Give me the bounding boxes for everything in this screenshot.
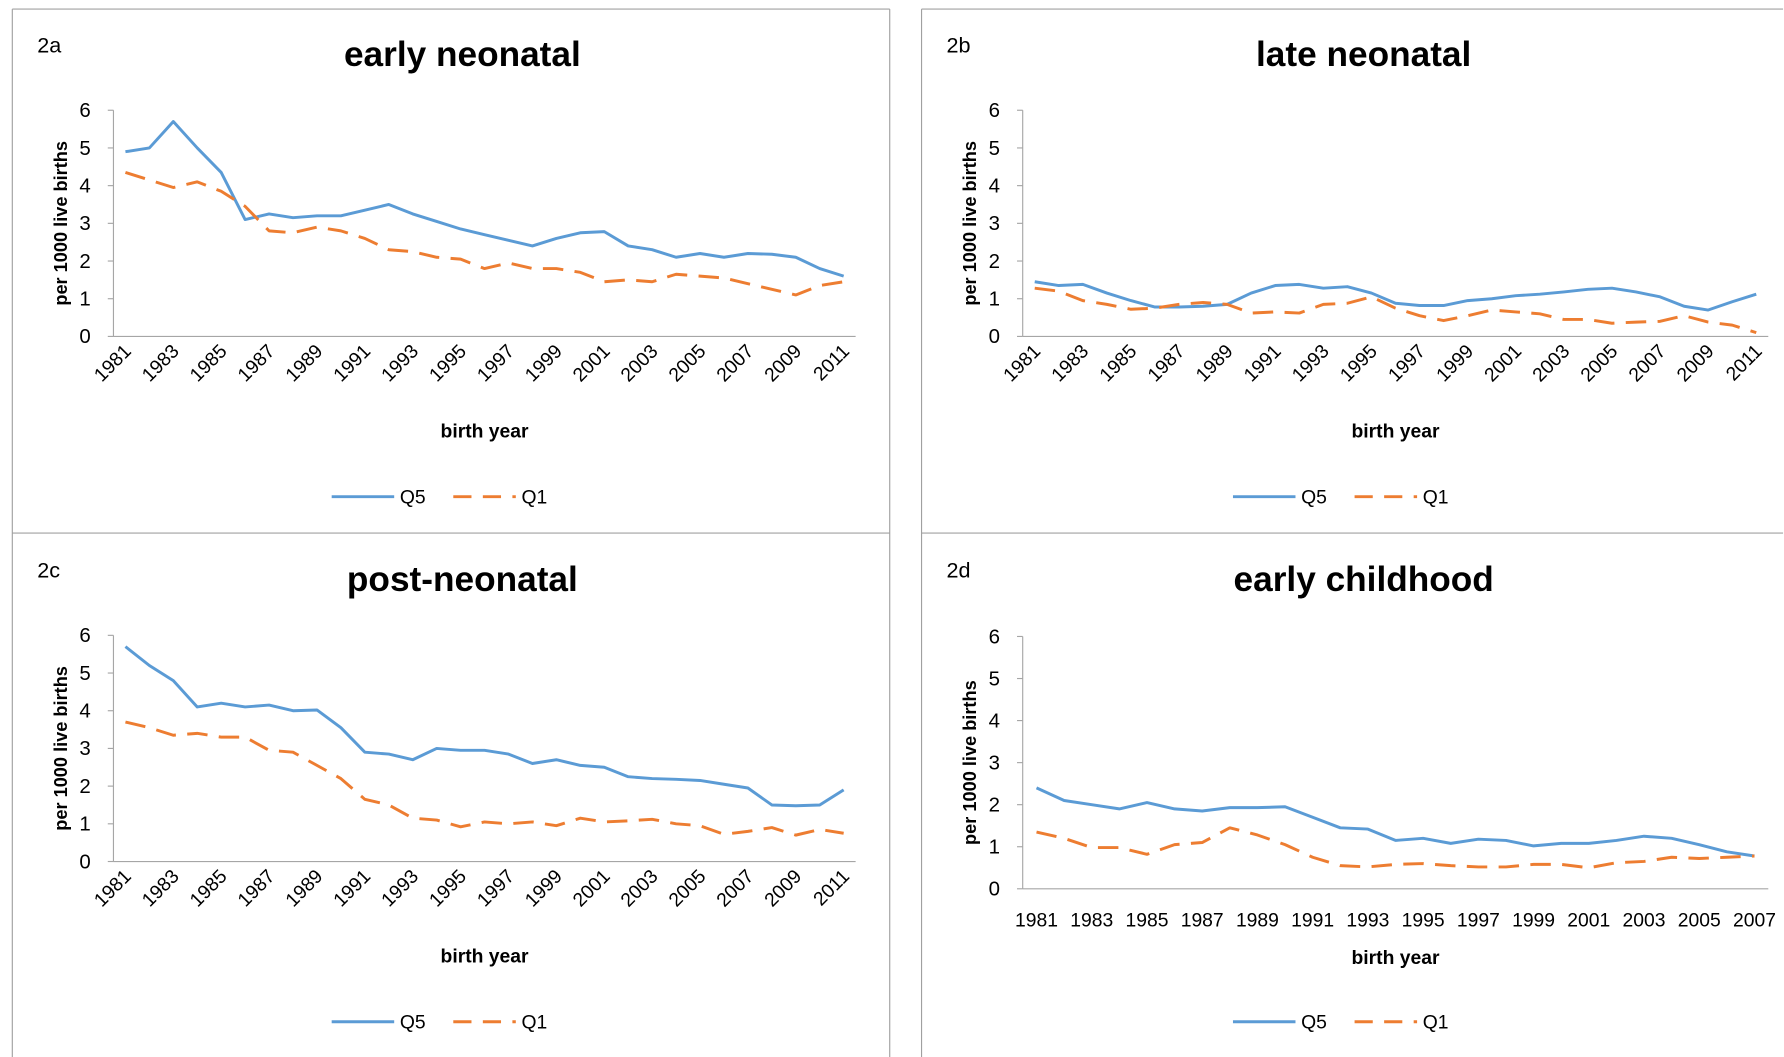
y-tick-label: 6 — [989, 625, 1000, 648]
y-axis-label: per 1000 live births — [960, 680, 980, 845]
y-tick-label: 0 — [989, 325, 1000, 348]
y-tick-label: 5 — [79, 662, 90, 685]
y-tick-label: 6 — [79, 99, 90, 122]
x-axis-label: birth year — [1351, 422, 1439, 443]
y-tick-label: 1 — [79, 813, 90, 836]
y-tick-label: 4 — [989, 709, 1000, 732]
panel-label: 2a — [37, 32, 61, 57]
legend-label: Q1 — [1423, 1013, 1449, 1034]
y-tick-label: 6 — [79, 624, 90, 647]
x-tick-label: 2005 — [1678, 910, 1721, 931]
series-line — [1035, 786, 1755, 858]
y-axis-label: per 1000 live births — [960, 141, 980, 306]
y-tick-label: 2 — [989, 250, 1000, 273]
panel-label: 2d — [947, 557, 971, 582]
legend-label: Q5 — [1301, 1013, 1327, 1034]
panel-label: 2b — [947, 32, 971, 57]
legend-label: Q5 — [1301, 487, 1327, 508]
y-tick-label: 4 — [79, 700, 90, 723]
x-axis-label: birth year — [441, 947, 529, 968]
y-tick-label: 0 — [79, 325, 90, 348]
x-tick-label: 1993 — [1346, 910, 1389, 931]
x-tick-label: 2003 — [1623, 910, 1666, 931]
panel-label: 2c — [37, 557, 60, 582]
legend-label: Q5 — [400, 1013, 426, 1034]
x-tick-label: 2007 — [1733, 910, 1776, 931]
series-line — [1034, 286, 1757, 335]
y-tick-label: 2 — [79, 775, 90, 798]
series-line — [124, 171, 844, 297]
legend-label: Q1 — [1423, 487, 1449, 508]
y-tick-label: 6 — [989, 99, 1000, 122]
y-tick-label: 2 — [989, 794, 1000, 817]
y-tick-label: 1 — [989, 288, 1000, 311]
series-line — [125, 720, 844, 837]
x-tick-label: 1989 — [1236, 910, 1279, 931]
y-tick-label: 0 — [79, 850, 90, 873]
series-line — [1034, 280, 1757, 312]
y-tick-label: 5 — [989, 137, 1000, 160]
y-tick-label: 3 — [79, 737, 90, 760]
y-tick-label: 3 — [989, 212, 1000, 235]
legend-label: Q1 — [521, 487, 547, 508]
y-tick-label: 4 — [989, 174, 1000, 197]
legend-label: Q1 — [521, 1013, 547, 1034]
y-tick-label: 5 — [79, 137, 90, 160]
y-tick-label: 3 — [989, 751, 1000, 774]
y-axis-label: per 1000 live births — [51, 141, 71, 306]
series-line — [124, 645, 845, 808]
chart-title: late neonatal — [1256, 35, 1471, 74]
x-tick-label: 1983 — [1070, 910, 1113, 931]
y-tick-label: 0 — [989, 878, 1000, 901]
x-tick-label: 1985 — [1125, 910, 1168, 931]
x-tick-label: 1981 — [1015, 910, 1058, 931]
x-tick-label: 1987 — [1181, 910, 1224, 931]
y-tick-label: 1 — [79, 288, 90, 311]
x-tick-label: 1997 — [1457, 910, 1500, 931]
chart-title: early neonatal — [344, 35, 581, 74]
x-tick-label: 2001 — [1567, 910, 1610, 931]
y-tick-label: 5 — [989, 667, 1000, 690]
y-tick-label: 3 — [79, 212, 90, 235]
legend-label: Q5 — [400, 487, 426, 508]
series-line — [1036, 826, 1755, 870]
x-axis-label: birth year — [441, 422, 529, 443]
y-tick-label: 4 — [79, 174, 90, 197]
chart-title: post-neonatal — [347, 560, 578, 599]
y-tick-label: 2 — [79, 250, 90, 273]
series-line — [125, 120, 845, 278]
chart-title: early childhood — [1234, 560, 1494, 599]
y-tick-label: 1 — [989, 836, 1000, 859]
x-tick-label: 1999 — [1512, 910, 1555, 931]
x-axis-label: birth year — [1351, 948, 1439, 969]
x-tick-label: 1991 — [1291, 910, 1334, 931]
x-tick-label: 1995 — [1402, 910, 1445, 931]
y-axis-label: per 1000 live births — [51, 666, 71, 831]
